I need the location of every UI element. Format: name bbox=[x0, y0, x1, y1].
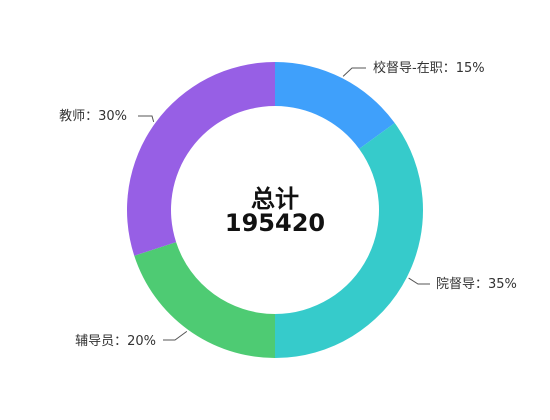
donut-slice-4[interactable] bbox=[126, 62, 275, 256]
center-title: 总计 bbox=[251, 185, 299, 213]
slice-label-4: 教师：30% bbox=[59, 108, 127, 124]
leader-line-2 bbox=[408, 277, 430, 285]
donut-slice-3[interactable] bbox=[134, 242, 275, 358]
leader-lines-layer bbox=[138, 67, 430, 341]
donut-slice-2[interactable] bbox=[275, 123, 424, 358]
slice-label-3: 辅导员：20% bbox=[75, 334, 156, 349]
leader-line-1 bbox=[342, 67, 366, 77]
center-value: 195420 bbox=[225, 209, 325, 237]
slice-label-1: 校督导-在职：15% bbox=[373, 60, 485, 76]
leader-line-3 bbox=[163, 330, 188, 341]
leader-line-4 bbox=[138, 115, 155, 122]
slices-layer bbox=[126, 62, 424, 358]
slice-label-2: 院督导：35% bbox=[436, 277, 517, 292]
slice-labels-layer: 校督导-在职：15% 院督导：35% 辅导员：20% 教师：30% bbox=[59, 60, 517, 349]
donut-slice-1[interactable] bbox=[275, 62, 395, 149]
